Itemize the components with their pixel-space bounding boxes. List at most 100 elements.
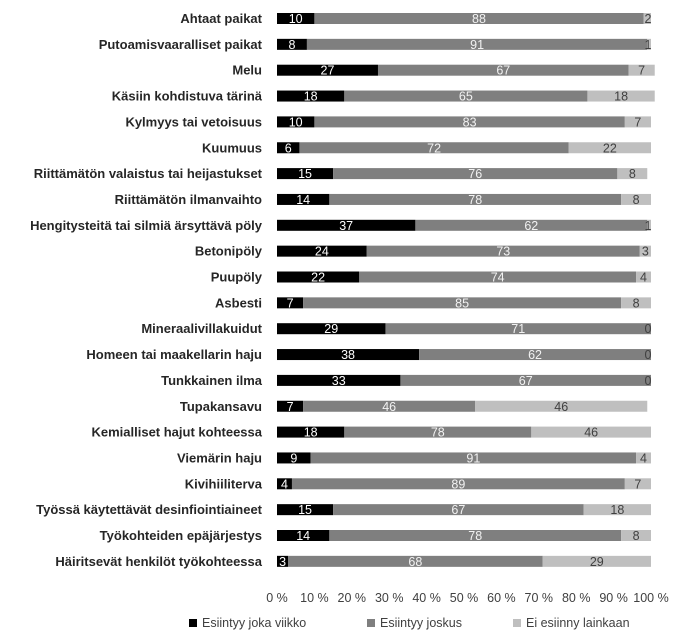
legend-swatch bbox=[367, 619, 375, 627]
data-label: 0 bbox=[645, 374, 652, 388]
bar-segment bbox=[636, 271, 651, 283]
category-label: Hengitysteitä tai silmiä ärsyttävä pöly bbox=[30, 218, 263, 233]
category-label: Kemialliset hajut kohteessa bbox=[91, 425, 262, 440]
data-label: 7 bbox=[638, 64, 645, 78]
bar-segment bbox=[366, 245, 640, 257]
bar-segment bbox=[329, 530, 622, 541]
bar-segment bbox=[624, 478, 651, 490]
bar-segment bbox=[621, 530, 651, 541]
data-label: 74 bbox=[491, 271, 505, 285]
bar-segment bbox=[344, 90, 588, 102]
bar-segment bbox=[288, 555, 543, 567]
bar-segment bbox=[314, 116, 625, 128]
bar-segment bbox=[643, 13, 651, 24]
category-label: Kylmyys tai vetoisuus bbox=[125, 114, 262, 129]
bar-segment bbox=[277, 13, 315, 24]
category-label: Mineraalivillakuidut bbox=[141, 321, 262, 336]
data-label: 1 bbox=[645, 219, 652, 233]
legend-label: Esiintyy joka viikko bbox=[202, 616, 306, 630]
category-label: Riittämätön valaistus tai heijastukset bbox=[34, 166, 263, 181]
bar-segment bbox=[277, 219, 416, 231]
data-label: 18 bbox=[304, 90, 318, 104]
data-label: 46 bbox=[382, 400, 396, 414]
data-label: 4 bbox=[281, 477, 288, 491]
bar-segment bbox=[568, 142, 651, 154]
bar-segment bbox=[277, 478, 292, 490]
data-label: 67 bbox=[519, 374, 533, 388]
category-label: Homeen tai maakellarin haju bbox=[86, 347, 262, 362]
bar-segment bbox=[277, 452, 311, 464]
data-label: 22 bbox=[311, 271, 325, 285]
data-label: 67 bbox=[451, 503, 465, 517]
category-label: Tunkkainen ilma bbox=[161, 373, 263, 388]
data-label: 73 bbox=[496, 245, 510, 259]
bar-segment bbox=[587, 90, 655, 102]
x-tick-label: 30 % bbox=[375, 591, 404, 605]
data-label: 7 bbox=[634, 477, 641, 491]
bar-segment bbox=[415, 219, 648, 231]
data-label: 91 bbox=[470, 38, 484, 52]
x-tick-label: 80 % bbox=[562, 591, 591, 605]
bar-segment bbox=[277, 271, 360, 283]
bar-segment bbox=[299, 142, 569, 154]
bar-segment bbox=[277, 530, 330, 541]
bar-segment bbox=[277, 142, 300, 154]
data-label: 7 bbox=[287, 400, 294, 414]
data-label: 7 bbox=[634, 115, 641, 129]
legend: Esiintyy joka viikko Esiintyy joskus Ei es… bbox=[189, 616, 630, 630]
data-label: 83 bbox=[463, 115, 477, 129]
data-label: 8 bbox=[629, 167, 636, 181]
category-label: Kuumuus bbox=[202, 140, 262, 155]
bar-segment bbox=[639, 245, 651, 257]
category-label: Viemärin haju bbox=[177, 450, 262, 465]
x-tick-label: 90 % bbox=[599, 591, 628, 605]
data-label: 67 bbox=[496, 64, 510, 78]
data-label: 14 bbox=[296, 193, 310, 207]
bar-segment bbox=[277, 38, 307, 50]
bar-segment bbox=[329, 193, 622, 205]
data-label: 14 bbox=[296, 529, 310, 543]
data-label: 3 bbox=[642, 245, 649, 259]
data-label: 85 bbox=[455, 296, 469, 310]
category-label: Kivihiiliterva bbox=[185, 476, 263, 491]
category-label: Betonipöly bbox=[195, 244, 263, 259]
bar-segment bbox=[291, 478, 625, 490]
data-label: 18 bbox=[614, 90, 628, 104]
x-tick-label: 50 % bbox=[450, 591, 479, 605]
bar-segment bbox=[333, 504, 584, 516]
bar-segment bbox=[628, 64, 655, 76]
category-labels: Ahtaat paikat Putoamisvaaralliset paikat M… bbox=[30, 11, 263, 569]
bar-segment bbox=[303, 400, 476, 412]
data-label: 8 bbox=[633, 529, 640, 543]
x-tick-label: 10 % bbox=[300, 591, 329, 605]
legend-swatch bbox=[189, 619, 197, 627]
category-label: Työssä käytettävät desinfiointiaineet bbox=[36, 502, 263, 517]
x-tick-label: 20 % bbox=[338, 591, 367, 605]
data-label: 10 bbox=[289, 12, 303, 26]
data-label: 65 bbox=[459, 90, 473, 104]
data-label: 37 bbox=[339, 219, 353, 233]
data-label: 46 bbox=[584, 426, 598, 440]
data-label: 4 bbox=[640, 271, 647, 285]
bar-segment bbox=[277, 90, 345, 102]
data-label: 0 bbox=[645, 322, 652, 336]
bar-segment bbox=[647, 219, 651, 231]
data-label: 22 bbox=[603, 141, 617, 155]
x-tick-labels: 0 % 10 % 20 % 30 % 40 % 50 % 60 % 70 % 80 % 90 % 1… bbox=[266, 591, 669, 605]
bar-segment bbox=[359, 271, 637, 283]
data-label: 8 bbox=[633, 193, 640, 207]
bar-segment bbox=[306, 38, 648, 50]
category-label: Häiritsevät henkilöt työkohteessa bbox=[55, 554, 262, 569]
category-label: Melu bbox=[232, 63, 262, 78]
data-label: 78 bbox=[431, 426, 445, 440]
data-label: 76 bbox=[468, 167, 482, 181]
data-label: 3 bbox=[279, 555, 286, 569]
bar-segment bbox=[617, 168, 648, 180]
data-label: 68 bbox=[408, 555, 422, 569]
x-tick-label: 0 % bbox=[266, 591, 288, 605]
bar-segment bbox=[277, 426, 345, 438]
bar-segment bbox=[277, 323, 386, 335]
